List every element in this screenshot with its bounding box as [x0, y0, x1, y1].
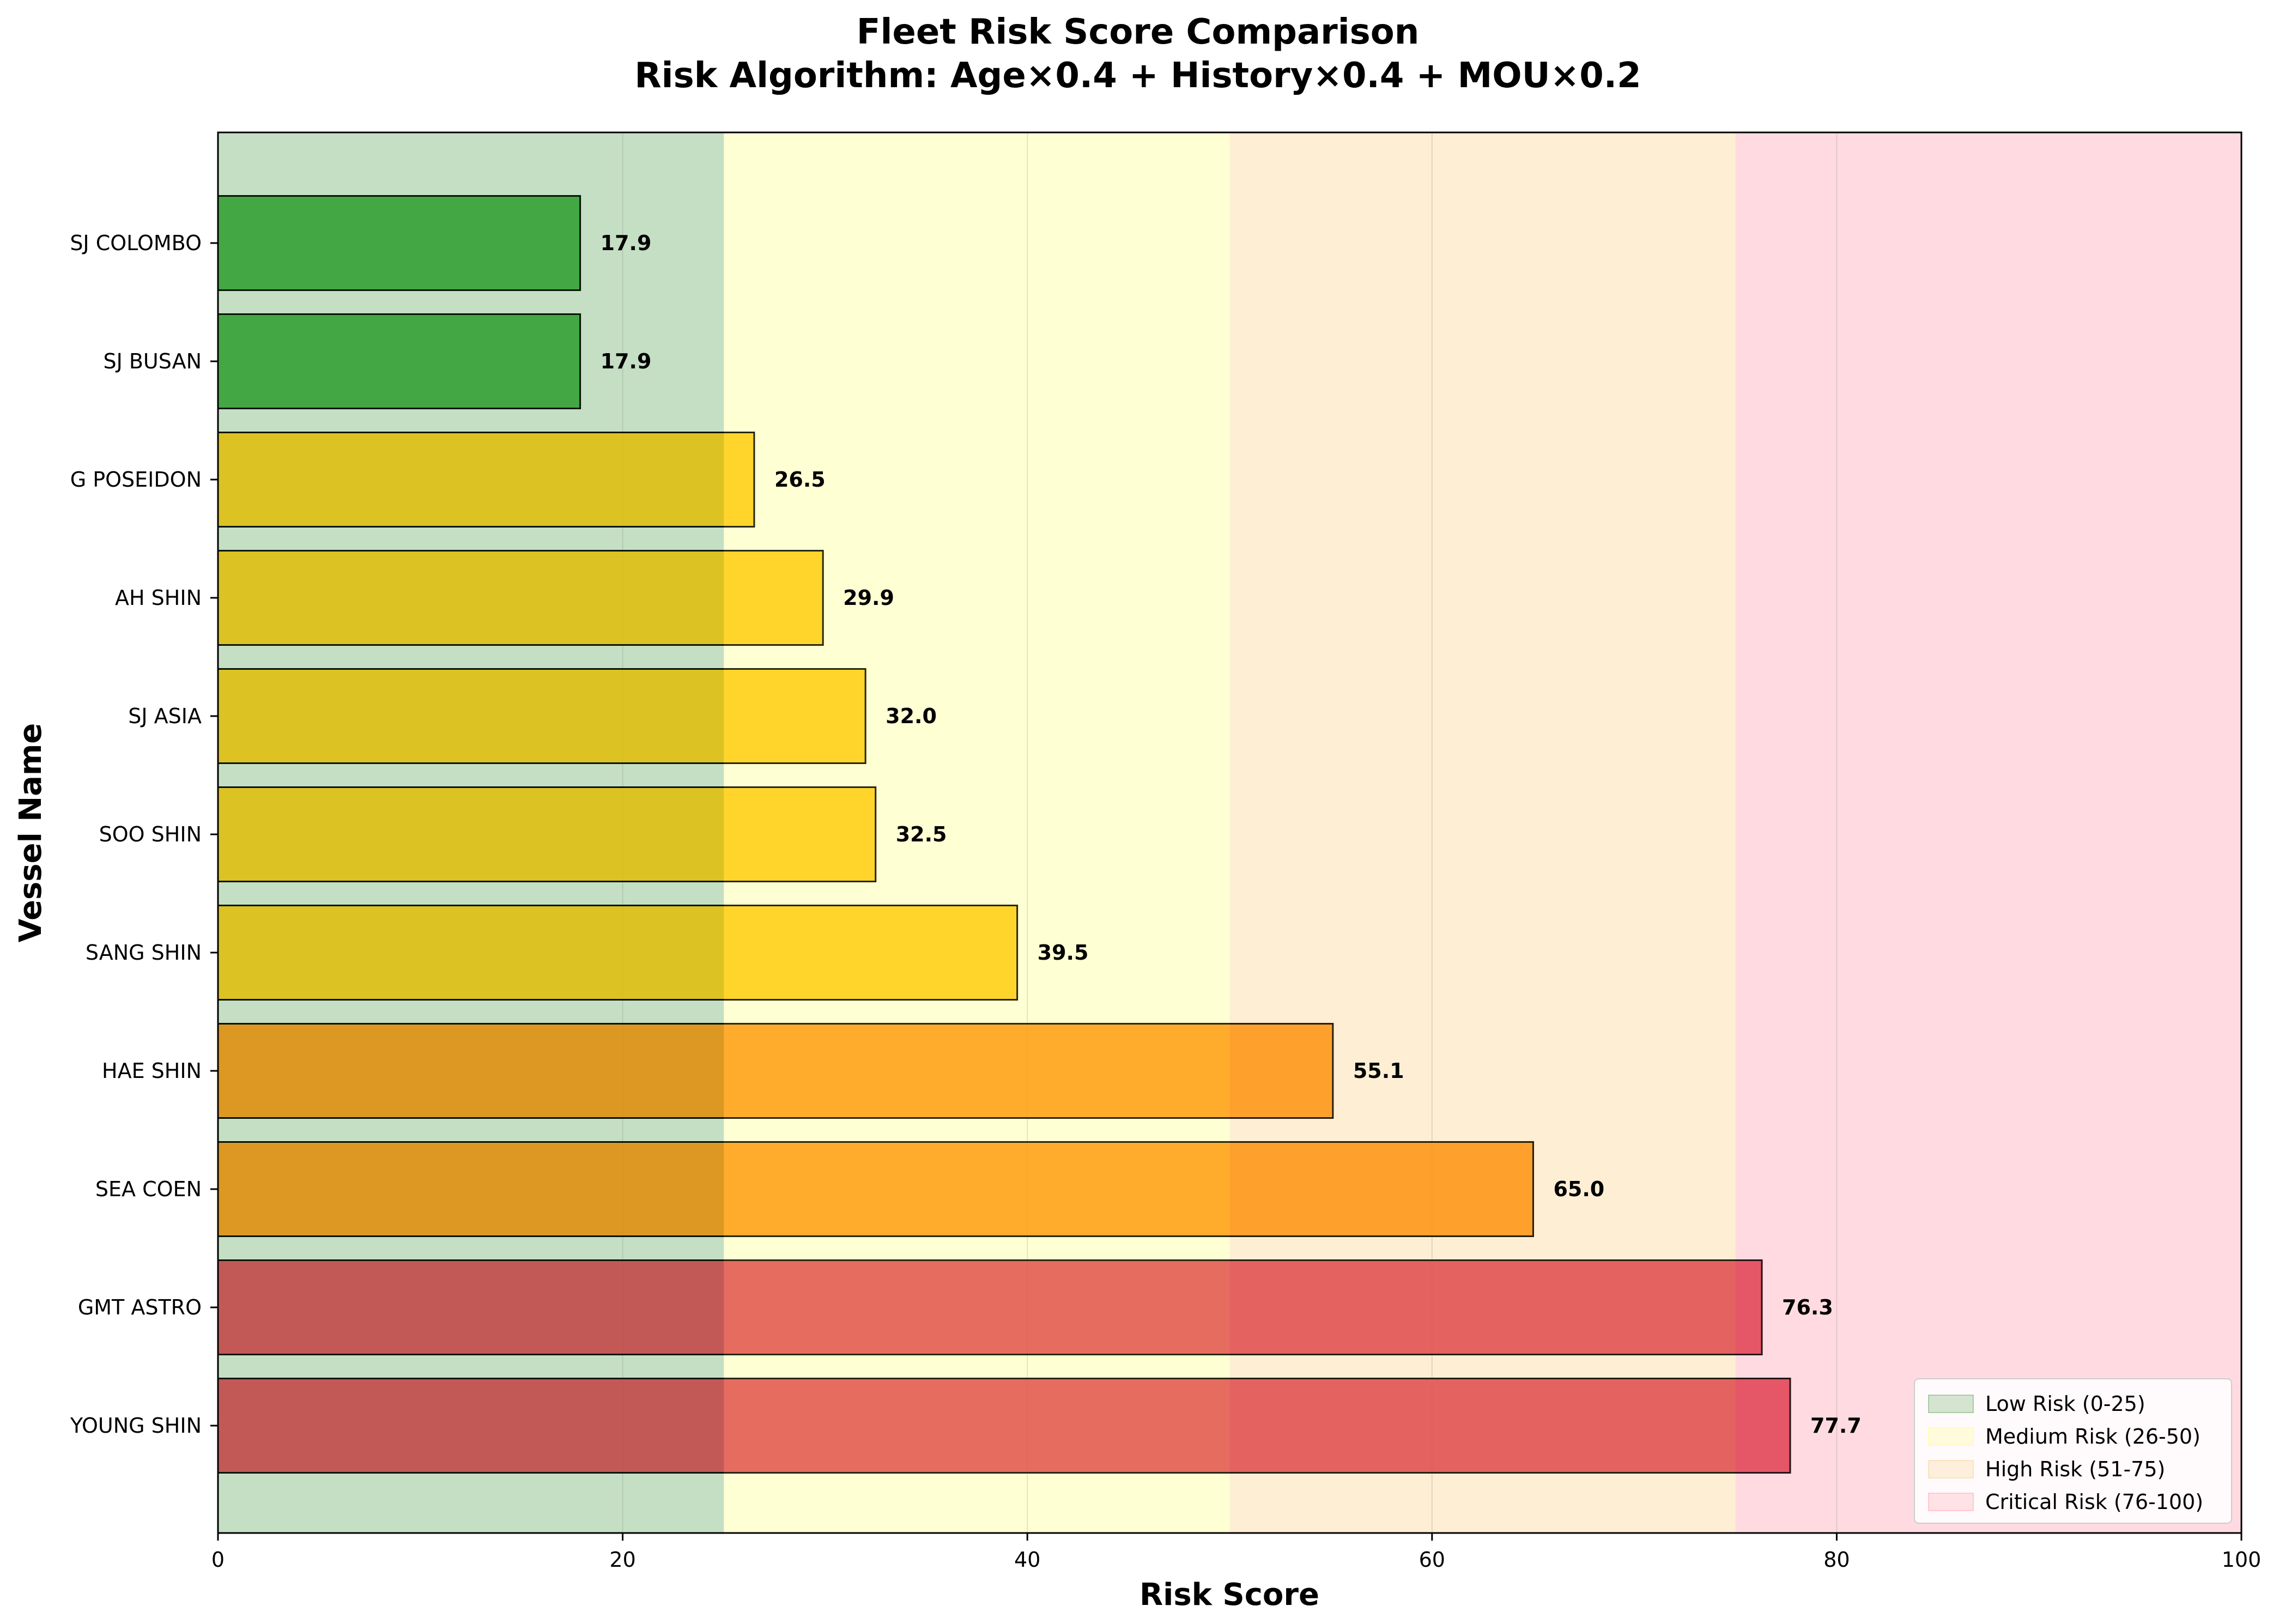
band-overlay-0	[218, 132, 724, 1533]
bar	[217, 195, 581, 291]
data-label: 76.3	[1782, 1295, 1833, 1319]
value-labels: 17.9 17.9 26.5 29.9 32.0 32.5 39.5 55.1 65.0 76.3…	[601, 231, 1862, 1438]
y-tick-label: SJ BUSAN	[103, 349, 202, 373]
y-tick-label: YOUNG SHIN	[70, 1414, 202, 1438]
legend-swatch	[1928, 1493, 1974, 1511]
legend-box	[1914, 1378, 2232, 1524]
legend-label: Critical Risk (76-100)	[1985, 1490, 2203, 1514]
data-label: 32.5	[896, 822, 947, 846]
bar	[217, 1141, 1534, 1237]
data-label: 32.0	[886, 704, 937, 728]
x-tick-label: 20	[609, 1548, 635, 1572]
band-overlay-1	[724, 132, 1230, 1533]
data-label: 26.5	[774, 468, 826, 492]
y-tick-label: G POSEIDON	[70, 468, 202, 492]
band-3	[1735, 132, 2241, 1533]
y-tick-label: SJ COLOMBO	[70, 231, 202, 255]
band-overlay-2	[1229, 132, 1736, 1533]
x-tick-label: 100	[2222, 1548, 2262, 1572]
data-label: 55.1	[1353, 1059, 1404, 1083]
data-label: 29.9	[843, 586, 894, 610]
bar	[217, 786, 877, 882]
data-label: 65.0	[1553, 1177, 1604, 1201]
data-label: 17.9	[601, 349, 652, 373]
legend-swatch	[1928, 1427, 1974, 1446]
y-tick-label: SANG SHIN	[86, 941, 202, 965]
y-axis-ticks: SJ COLOMBO SJ BUSAN G POSEIDON AH SHIN SJ AS…	[70, 231, 218, 1438]
legend: Low Risk (0-25) Medium Risk (26-50) High R…	[1914, 1378, 2232, 1524]
y-tick-label: SJ ASIA	[128, 704, 202, 728]
x-tick-label: 80	[1823, 1548, 1850, 1572]
x-axis-ticks: 0 20 40 60 80 100	[211, 1533, 2261, 1572]
y-tick-label: SEA COEN	[95, 1177, 202, 1201]
legend-swatch	[1928, 1460, 1974, 1478]
x-tick-label: 60	[1419, 1548, 1445, 1572]
bar	[217, 1378, 1791, 1474]
y-tick-label: GMT ASTRO	[78, 1295, 202, 1319]
chart-subtitle: Risk Algorithm: Age×0.4 + History×0.4 + …	[634, 56, 1641, 96]
bar	[217, 313, 581, 409]
legend-label: Low Risk (0-25)	[1985, 1392, 2145, 1416]
data-label: 77.7	[1810, 1414, 1862, 1438]
bar	[217, 668, 866, 764]
y-axis-label: Vessel Name	[13, 723, 49, 943]
legend-label: Medium Risk (26-50)	[1985, 1425, 2201, 1449]
band-overlays	[218, 132, 2241, 1533]
y-tick-label: HAE SHIN	[102, 1059, 202, 1083]
band-overlay-3	[1735, 132, 2241, 1533]
bar	[217, 432, 755, 528]
y-tick-label: AH SHIN	[115, 586, 202, 610]
x-axis-label: Risk Score	[1139, 1577, 1319, 1613]
legend-label: High Risk (51-75)	[1985, 1457, 2165, 1481]
chart-title: Fleet Risk Score Comparison	[857, 12, 1420, 52]
bar	[217, 550, 824, 646]
x-tick-label: 40	[1014, 1548, 1040, 1572]
legend-swatch	[1928, 1395, 1974, 1413]
bar	[217, 905, 1019, 1001]
bars	[217, 195, 1791, 1474]
y-tick-label: SOO SHIN	[99, 822, 202, 846]
data-label: 17.9	[601, 231, 652, 255]
x-tick-label: 0	[211, 1548, 225, 1572]
bar	[217, 1023, 1334, 1119]
plot-frame	[217, 131, 2242, 1534]
data-label: 39.5	[1038, 941, 1089, 965]
